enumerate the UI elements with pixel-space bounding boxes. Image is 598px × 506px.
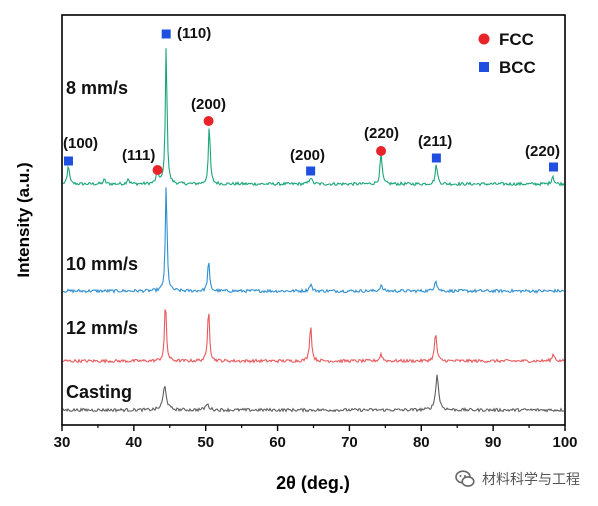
peak-annotation: (200) <box>191 96 226 113</box>
peak-annotation: (110) <box>177 25 211 42</box>
peak-annotation: (100) <box>63 135 98 152</box>
fcc-marker <box>203 116 214 126</box>
bcc-marker <box>431 153 441 163</box>
phase-markers <box>63 29 559 176</box>
fcc-marker <box>152 165 163 175</box>
x-tick-label: 70 <box>341 434 358 451</box>
peak-annotation: (211) <box>418 133 452 150</box>
x-tick-label: 40 <box>126 434 143 451</box>
series-line <box>62 187 565 294</box>
series-line <box>62 374 565 413</box>
watermark-text: 材料科学与工程 <box>482 472 580 488</box>
series-label: 10 mm/s <box>66 254 138 274</box>
legend-label: BCC <box>499 58 536 77</box>
series-line <box>62 48 565 187</box>
x-tick-label: 80 <box>413 434 430 451</box>
x-tick-label: 30 <box>54 434 71 451</box>
legend-label: FCC <box>499 30 534 49</box>
wechat-icon <box>455 470 475 487</box>
y-axis-label: Intensity (a.u.) <box>14 162 33 277</box>
peak-annotation: (220) <box>364 125 399 142</box>
x-axis: 30 40 50 60 70 80 90 100 <box>54 425 578 451</box>
bcc-marker <box>161 29 171 39</box>
series-labels: 8 mm/s 10 mm/s 12 mm/s Casting <box>66 78 138 402</box>
peak-annotation: (220) <box>525 143 560 160</box>
x-axis-label: 2θ (deg.) <box>276 473 350 493</box>
bcc-marker <box>549 162 559 172</box>
series-label: Casting <box>66 382 132 402</box>
x-tick-label: 50 <box>197 434 214 451</box>
x-tick-label: 90 <box>485 434 502 451</box>
x-tick-label: 60 <box>269 434 286 451</box>
series-line <box>62 309 565 364</box>
series-label: 12 mm/s <box>66 318 138 338</box>
watermark: 材料科学与工程 <box>454 466 580 492</box>
series-label: 8 mm/s <box>66 78 128 98</box>
plot-frame <box>61 14 566 426</box>
pattern-curves <box>62 48 565 413</box>
fcc-marker <box>376 146 387 156</box>
bcc-marker <box>63 156 73 166</box>
legend-fcc-marker <box>478 33 490 45</box>
legend-bcc-marker <box>479 62 489 72</box>
peak-annotation: (111) <box>122 147 155 164</box>
x-tick-label: 100 <box>552 434 577 451</box>
peak-annotations: (100) (111) (110) (200) (200) (220) (211) (220) <box>63 25 560 164</box>
bcc-marker <box>306 166 316 176</box>
peak-annotation: (200) <box>290 147 325 164</box>
legend: FCC BCC <box>478 30 536 77</box>
